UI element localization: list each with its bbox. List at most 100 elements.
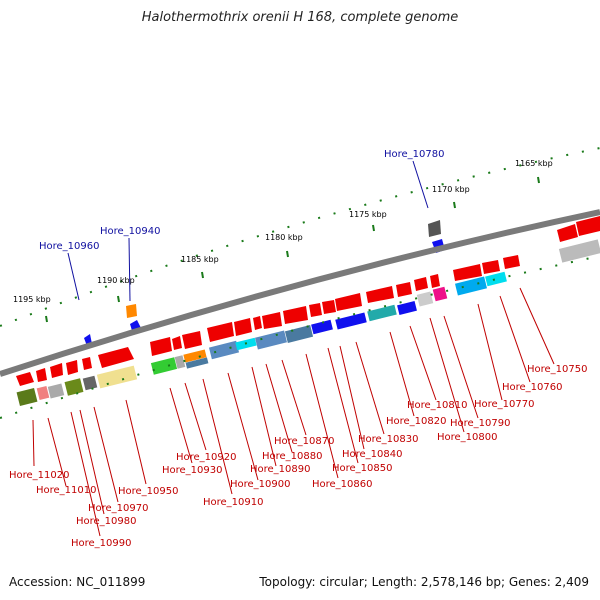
- scale-label: 1165 kbp: [515, 159, 553, 168]
- scale-label: 1195 kbp: [13, 295, 51, 304]
- gene-arrow: [36, 368, 47, 382]
- gene-label-top[interactable]: Hore_10780: [384, 149, 445, 160]
- gene-arrow: [503, 255, 520, 269]
- gene-arrow: [557, 224, 578, 242]
- gene-label-bottom[interactable]: Hore_10930: [162, 465, 223, 476]
- feature-block: [185, 357, 209, 369]
- gene-arrow: [50, 363, 63, 378]
- gene-label-bottom[interactable]: Hore_10810: [407, 400, 468, 411]
- connector-line: [184, 382, 207, 451]
- gene-arrow: [453, 264, 482, 281]
- feature-block: [416, 291, 434, 307]
- connector-line: [265, 363, 293, 453]
- gene-label-bottom[interactable]: Hore_10890: [250, 464, 311, 475]
- feature-block: [96, 365, 138, 389]
- gene-arrow: [234, 318, 252, 336]
- connector-line: [429, 317, 465, 433]
- feature-blocks: [16, 239, 600, 406]
- connector-line: [443, 315, 479, 419]
- feature-block: [82, 375, 98, 391]
- connector-line: [251, 366, 277, 467]
- gene-arrow: [66, 360, 78, 375]
- feature-block: [335, 312, 367, 330]
- gene-arrow: [283, 306, 308, 324]
- gene-arrow: [126, 304, 137, 318]
- connector-line: [477, 303, 503, 401]
- gene-label-bottom[interactable]: Hore_10840: [342, 449, 403, 460]
- gene-label-bottom[interactable]: Hore_10910: [203, 497, 264, 508]
- gene-label-bottom[interactable]: Hore_10850: [332, 463, 393, 474]
- gene-label-bottom[interactable]: Hore_11020: [9, 470, 70, 481]
- gene-arrow: [428, 220, 441, 237]
- gene-label-bottom[interactable]: Hore_10820: [386, 416, 447, 427]
- feature-block: [183, 349, 207, 363]
- gene-label-bottom[interactable]: Hore_10880: [262, 451, 323, 462]
- connector-line: [32, 419, 35, 467]
- scale-label: 1190 kbp: [97, 276, 135, 285]
- gene-label-bottom[interactable]: Hore_10920: [176, 452, 237, 463]
- gene-arrow: [262, 312, 282, 329]
- gene-label-bottom[interactable]: Hore_10800: [437, 432, 498, 443]
- gene-label-bottom[interactable]: Hore_10770: [474, 399, 535, 410]
- gene-label-bottom[interactable]: Hore_10830: [358, 434, 419, 445]
- gene-label-bottom[interactable]: Hore_10900: [230, 479, 291, 490]
- connector-line: [281, 359, 307, 436]
- feature-block: [16, 388, 38, 406]
- gene-arrow: [172, 336, 182, 350]
- gene-label-bottom[interactable]: Hore_10950: [118, 486, 179, 497]
- gene-label-bottom[interactable]: Hore_10760: [502, 382, 563, 393]
- gene-arrow: [82, 357, 92, 370]
- connector-line: [47, 417, 67, 487]
- gene-arrow: [16, 372, 34, 386]
- feature-block: [558, 239, 600, 263]
- scale-tick: [201, 271, 204, 279]
- gene-label-bottom[interactable]: Hore_10980: [76, 516, 137, 527]
- connector-line: [412, 160, 429, 209]
- feature-block: [284, 325, 314, 343]
- scale-tick: [45, 315, 48, 323]
- gene-label-bottom[interactable]: Hore_10750: [527, 364, 588, 375]
- connector-line: [227, 372, 259, 481]
- connector-line: [519, 287, 555, 365]
- gene-arrow: [253, 316, 262, 330]
- gene-arrow: [98, 347, 134, 368]
- gene-label-bottom[interactable]: Hore_10790: [450, 418, 511, 429]
- scale-tick: [372, 224, 375, 232]
- gene-arrow: [396, 282, 412, 297]
- gene-arrow: [482, 260, 500, 274]
- scale-tick: [537, 176, 540, 184]
- gene-label-bottom[interactable]: Hore_11010: [36, 485, 97, 496]
- gene-arrow: [309, 303, 322, 317]
- gene-label-bottom[interactable]: Hore_10990: [71, 538, 132, 549]
- feature-block: [254, 330, 288, 350]
- connector-line: [128, 237, 131, 302]
- gene-arrow: [430, 274, 440, 288]
- feature-block: [64, 378, 84, 396]
- scale-tick: [286, 250, 289, 258]
- forward-genes: [16, 255, 520, 386]
- gene-arrow: [322, 300, 336, 314]
- connector-line: [499, 295, 531, 383]
- connector-line: [67, 252, 80, 301]
- feature-block: [367, 304, 397, 322]
- gene-label-bottom[interactable]: Hore_10970: [88, 503, 149, 514]
- connector-line: [327, 347, 359, 464]
- connector-line: [125, 399, 147, 485]
- connector-line: [169, 387, 193, 464]
- gene-label-bottom[interactable]: Hore_10870: [274, 436, 335, 447]
- feature-block: [397, 300, 417, 316]
- scale-ticks: [45, 176, 540, 323]
- connector-line: [355, 341, 385, 435]
- gene-label-top[interactable]: Hore_10960: [39, 241, 100, 252]
- scale-label: 1185 kbp: [181, 255, 219, 264]
- bottom-label-connectors: [32, 287, 555, 537]
- gene-label-top[interactable]: Hore_10940: [100, 226, 161, 237]
- scale-label: 1170 kbp: [432, 185, 470, 194]
- top-label-connectors: [67, 160, 429, 302]
- gene-label-bottom[interactable]: Hore_10860: [312, 479, 373, 490]
- feature-block: [47, 383, 65, 399]
- gene-arrow: [150, 337, 172, 356]
- accession-text: Accession: NC_011899: [9, 575, 146, 589]
- gene-arrow: [366, 286, 394, 303]
